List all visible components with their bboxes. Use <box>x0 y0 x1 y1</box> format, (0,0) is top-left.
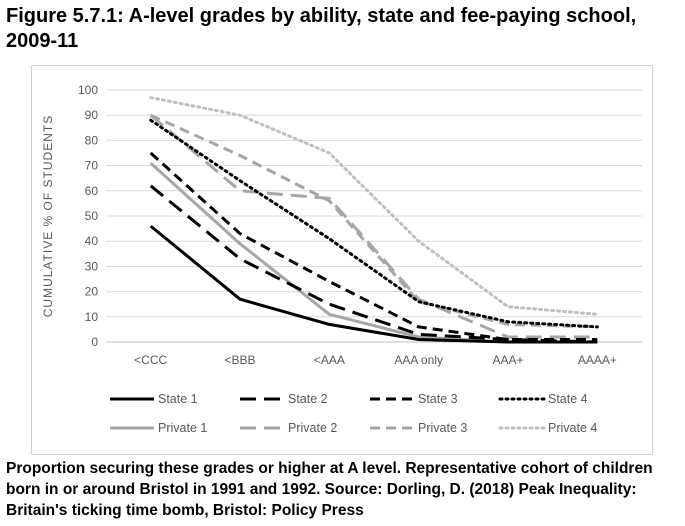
legend-label: Private 2 <box>288 421 337 435</box>
series-line-private-2 <box>149 114 598 339</box>
legend-label: Private 3 <box>418 421 467 435</box>
y-axis-title: CUMULATIVE % OF STUDENTS <box>41 115 55 317</box>
y-tick-label: 50 <box>85 209 99 223</box>
x-tick-label: <CCC <box>134 353 167 367</box>
y-tick-label: 30 <box>85 259 99 273</box>
figure-caption: Proportion securing these grades or high… <box>6 460 653 519</box>
x-tick-label: AAA+ <box>492 353 523 367</box>
legend-label: Private 1 <box>158 421 207 435</box>
chart-area: 0 10 20 30 40 50 60 70 80 90 100 <CCC <BBB <AAA AAA on… <box>31 65 653 455</box>
legend-label: State 4 <box>548 392 588 406</box>
series-line-private-4 <box>149 96 599 316</box>
legend-label: State 1 <box>158 392 198 406</box>
legend-label: State 2 <box>288 392 328 406</box>
series-line-state-2 <box>149 184 598 344</box>
y-tick-label: 20 <box>85 285 99 299</box>
x-tick-label: <BBB <box>224 353 255 367</box>
y-tick-label: 10 <box>85 310 99 324</box>
y-tick-label: 0 <box>91 335 98 349</box>
x-tick-label: <AAA <box>314 353 345 367</box>
x-tick-label: AAA only <box>394 353 443 367</box>
y-tick-label: 60 <box>85 184 99 198</box>
x-tick-label: AAAA+ <box>578 353 617 367</box>
series-line-state-4 <box>149 118 599 329</box>
y-tick-label: 90 <box>85 108 99 122</box>
y-tick-label: 70 <box>85 159 99 173</box>
line-chart: 0 10 20 30 40 50 60 70 80 90 100 <CCC <BBB <AAA AAA on… <box>41 83 642 435</box>
series-line-private-1 <box>149 161 598 344</box>
y-tick-label: 40 <box>85 234 99 248</box>
y-tick-label: 80 <box>85 133 99 147</box>
legend-label: Private 4 <box>548 421 597 435</box>
figure-title: Figure 5.7.1: A-level grades by ability,… <box>6 5 637 52</box>
legend-label: State 3 <box>418 392 458 406</box>
y-tick-label: 100 <box>78 83 98 97</box>
series-line-state-3 <box>149 151 598 341</box>
series-line-private-3 <box>150 113 598 329</box>
series-line-state-1 <box>149 224 598 344</box>
